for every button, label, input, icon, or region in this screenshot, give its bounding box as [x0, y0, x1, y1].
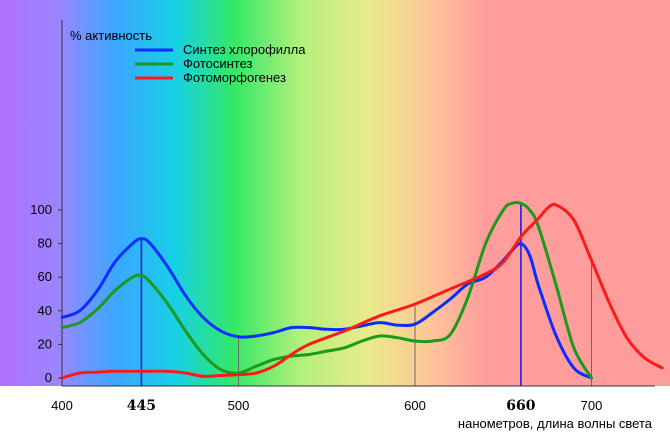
x-tick-label: 600: [404, 398, 426, 413]
y-tick-label: 100: [30, 202, 52, 217]
series-layer: [60, 200, 664, 380]
y-tick-label: 20: [38, 336, 52, 351]
x-tick-label: 660: [506, 398, 535, 414]
bottom-band: [0, 386, 670, 437]
x-axis-label: нанометров, длина волны света: [458, 416, 653, 431]
tick-labels: 0 20 40 60 80 100 400 445 500 600 660 700: [30, 202, 602, 414]
x-tick-label: 500: [228, 398, 250, 413]
legend: Синтез хлорофиллаФотосинтезФотоморфогене…: [135, 42, 306, 85]
y-tick-label: 40: [38, 303, 52, 318]
y-tick-label: 80: [38, 236, 52, 251]
axes: [61, 20, 655, 387]
x-tick-label: 400: [51, 398, 73, 413]
y-tick-label: 0: [45, 370, 52, 385]
series-line-2: [60, 200, 593, 380]
legend-label-2: Фотосинтез: [183, 56, 253, 71]
legend-label-1: Синтез хлорофилла: [183, 42, 306, 57]
legend-label-3: Фотоморфогенез: [183, 70, 286, 85]
x-tick-label: 445: [127, 398, 156, 414]
y-tick-label: 60: [38, 269, 52, 284]
series-line-3: [60, 202, 664, 380]
grid-lines: [0, 203, 670, 437]
x-tick-label: 700: [581, 398, 603, 413]
spectrum-background: [0, 0, 670, 386]
y-axis-label: % активность: [70, 28, 152, 43]
